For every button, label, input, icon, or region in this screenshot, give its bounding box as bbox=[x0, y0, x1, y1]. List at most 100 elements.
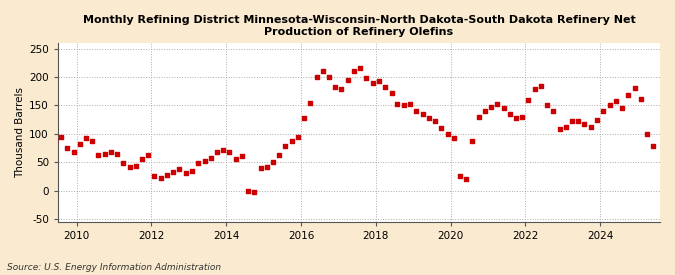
Point bbox=[554, 127, 565, 131]
Point bbox=[629, 86, 640, 90]
Text: Source: U.S. Energy Information Administration: Source: U.S. Energy Information Administ… bbox=[7, 263, 221, 272]
Point bbox=[623, 93, 634, 97]
Point bbox=[87, 138, 98, 143]
Point bbox=[342, 78, 353, 82]
Point bbox=[467, 138, 478, 143]
Point bbox=[236, 154, 247, 159]
Point bbox=[68, 150, 79, 154]
Point bbox=[485, 104, 496, 109]
Point bbox=[136, 157, 147, 161]
Point bbox=[417, 112, 428, 116]
Point bbox=[286, 138, 297, 143]
Point bbox=[529, 87, 540, 92]
Point bbox=[336, 87, 347, 92]
Point bbox=[93, 153, 104, 158]
Point bbox=[211, 150, 222, 154]
Point bbox=[436, 126, 447, 130]
Point bbox=[143, 153, 154, 158]
Point bbox=[124, 164, 135, 169]
Point bbox=[398, 103, 409, 108]
Point bbox=[373, 79, 384, 83]
Point bbox=[354, 66, 365, 71]
Point bbox=[267, 160, 278, 164]
Point bbox=[567, 119, 578, 123]
Point bbox=[492, 102, 503, 106]
Point bbox=[111, 152, 122, 156]
Point bbox=[230, 157, 241, 161]
Point bbox=[473, 114, 484, 119]
Point bbox=[548, 109, 559, 113]
Point bbox=[536, 83, 547, 88]
Point bbox=[106, 150, 117, 154]
Point bbox=[317, 69, 328, 73]
Point bbox=[205, 155, 216, 160]
Point bbox=[218, 147, 229, 152]
Point bbox=[55, 134, 66, 139]
Point bbox=[648, 144, 659, 148]
Point bbox=[199, 159, 210, 163]
Point bbox=[573, 119, 584, 123]
Point bbox=[510, 116, 521, 120]
Title: Monthly Refining District Minnesota-Wisconsin-North Dakota-South Dakota Refinery: Monthly Refining District Minnesota-Wisc… bbox=[82, 15, 635, 37]
Point bbox=[380, 84, 391, 89]
Point bbox=[429, 119, 440, 123]
Point bbox=[523, 98, 534, 102]
Point bbox=[261, 164, 272, 169]
Point bbox=[174, 167, 185, 171]
Point bbox=[585, 125, 596, 129]
Y-axis label: Thousand Barrels: Thousand Barrels bbox=[15, 87, 25, 178]
Point bbox=[155, 176, 166, 180]
Point bbox=[454, 174, 465, 178]
Point bbox=[541, 103, 552, 108]
Point bbox=[480, 109, 491, 113]
Point bbox=[193, 161, 204, 166]
Point bbox=[99, 152, 110, 156]
Point bbox=[405, 102, 416, 106]
Point bbox=[461, 177, 472, 181]
Point bbox=[118, 161, 129, 166]
Point bbox=[598, 109, 609, 113]
Point bbox=[255, 166, 266, 170]
Point bbox=[224, 150, 235, 154]
Point bbox=[498, 106, 509, 110]
Point bbox=[305, 100, 316, 105]
Point bbox=[517, 114, 528, 119]
Point bbox=[74, 142, 85, 146]
Point bbox=[298, 116, 309, 120]
Point bbox=[180, 171, 191, 176]
Point bbox=[186, 169, 197, 173]
Point bbox=[330, 85, 341, 89]
Point bbox=[423, 116, 434, 120]
Point bbox=[323, 75, 334, 79]
Point bbox=[442, 131, 453, 136]
Point bbox=[280, 144, 291, 148]
Point bbox=[249, 189, 260, 194]
Point bbox=[162, 172, 173, 177]
Point bbox=[367, 81, 378, 85]
Point bbox=[80, 136, 91, 141]
Point bbox=[149, 174, 160, 178]
Point bbox=[392, 102, 403, 106]
Point bbox=[616, 106, 627, 110]
Point bbox=[311, 75, 322, 79]
Point bbox=[448, 136, 459, 140]
Point bbox=[274, 153, 285, 158]
Point bbox=[386, 91, 397, 95]
Point bbox=[635, 96, 646, 101]
Point bbox=[49, 138, 60, 143]
Point bbox=[560, 125, 571, 129]
Point bbox=[504, 112, 515, 116]
Point bbox=[43, 147, 54, 152]
Point bbox=[293, 134, 304, 139]
Point bbox=[349, 69, 360, 73]
Point bbox=[592, 117, 603, 122]
Point bbox=[167, 170, 178, 175]
Point bbox=[242, 188, 253, 193]
Point bbox=[62, 146, 73, 150]
Point bbox=[604, 103, 615, 108]
Point bbox=[130, 164, 141, 168]
Point bbox=[641, 131, 652, 136]
Point bbox=[361, 76, 372, 80]
Point bbox=[411, 109, 422, 113]
Point bbox=[579, 121, 590, 126]
